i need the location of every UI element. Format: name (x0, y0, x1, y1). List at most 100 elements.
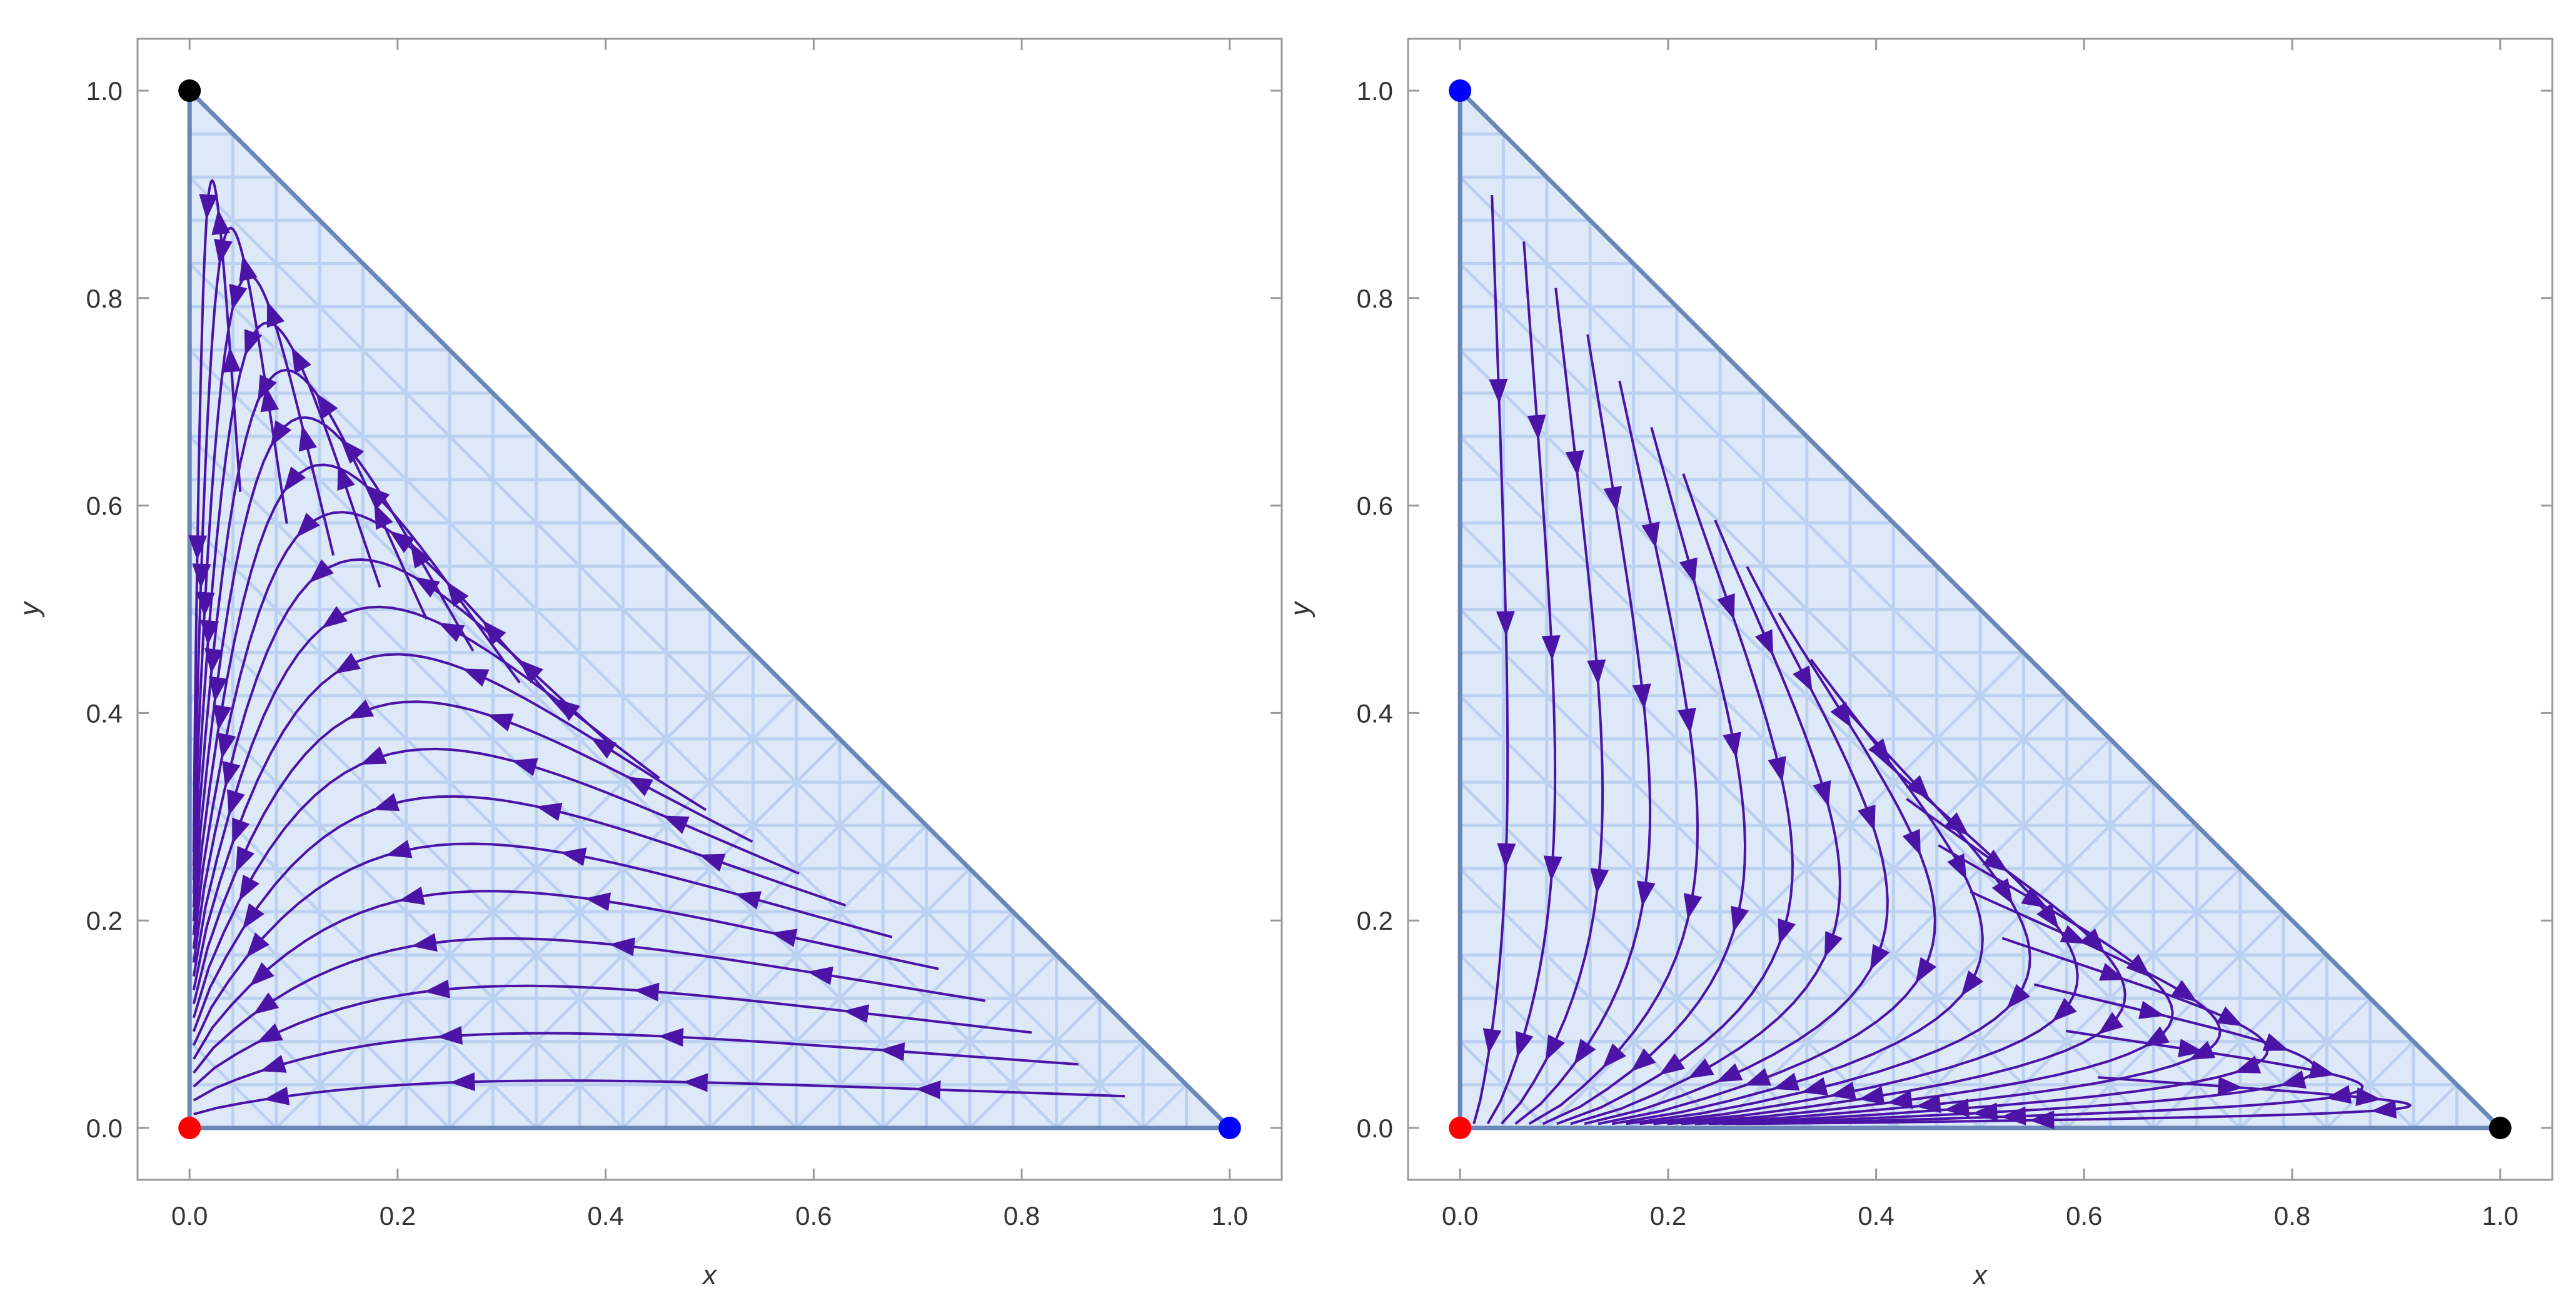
right-plot-stream-arrow (1587, 659, 1606, 685)
right-plot-y-axis-label: y (1285, 600, 1316, 618)
left-plot-stream-arrow (373, 793, 400, 812)
right-plot-stream-arrow (1754, 629, 1774, 657)
left-plot-stream-arrow (410, 542, 431, 569)
right-plot-stream-arrow (1641, 521, 1660, 548)
left-plot-stream-arrow (296, 513, 320, 538)
right-plot-stream-arrow (1541, 635, 1561, 661)
right-plot: 0.0 0.2 0.4 0.6 0.8 1.0 0.0 0.2 0.4 0.6 0.8 1.0 x y (1285, 38, 2553, 1290)
left-plot-stream-arrow (360, 746, 387, 765)
right-plot-stream-arrow (1497, 843, 1516, 868)
right-plot-streamline (1542, 426, 1747, 1125)
left-plot-stream-arrow (283, 466, 306, 492)
left-plot-stream-arrow (511, 758, 538, 777)
right-plot-red-point (1449, 1117, 1472, 1140)
right-plot-frame (1407, 38, 2553, 1181)
left-plot-stream-arrow (411, 933, 438, 952)
right-plot-stream-arrow (2099, 963, 2126, 981)
right-plot-stream-arrow (2308, 1060, 2335, 1079)
right-plot-streamline (1653, 797, 2126, 1125)
left-plot-stream-arrow (232, 817, 250, 845)
left-plot-stream-arrow (658, 1028, 684, 1047)
left-plot-x-tick-label: 0.0 (171, 1201, 208, 1230)
right-plot-stream-arrow (2060, 925, 2087, 944)
left-plot-streamline (192, 795, 847, 1032)
right-plot-stream-arrow (1482, 1028, 1502, 1054)
right-plot-stream-arrow (2178, 1039, 2205, 1058)
left-plot-stream-arrow (915, 1080, 941, 1099)
right-plot-streamline (1528, 380, 1699, 1125)
left-plot-y-axis-label: y (14, 600, 45, 618)
left-plot-stream-arrow (446, 581, 469, 607)
left-plot-stream-arrow (222, 760, 241, 788)
left-plot-streamline (193, 890, 939, 1060)
right-plot-streamlines (1472, 195, 2412, 1130)
right-plot-stream-arrow (1659, 1053, 1686, 1075)
left-plot-stream-arrow (239, 874, 259, 901)
right-plot-stream-arrow (1858, 1086, 1885, 1105)
left-plot-y-tick-label: 0.4 (86, 698, 123, 728)
left-plot-streamline (192, 274, 335, 880)
right-plot-stream-arrow (1731, 905, 1749, 933)
left-plot-x-tick-label: 0.2 (380, 1201, 416, 1230)
left-plot-stream-arrow (249, 962, 274, 987)
left-plot-stream-arrow (386, 840, 413, 858)
right-plot-stream-arrow (1744, 1068, 1771, 1086)
left-plot-x-axis-label: x (702, 1260, 718, 1290)
left-plot-region-boundary (187, 85, 1235, 1130)
left-plot-streamline (192, 842, 893, 1046)
right-plot-stream-arrow (1813, 780, 1831, 807)
right-plot-stream-arrow (1902, 828, 1921, 856)
right-plot-streamline (1597, 612, 1936, 1125)
left-plot-stream-arrow (222, 346, 241, 373)
right-plot-stream-arrow (1829, 1082, 1856, 1100)
left-plot-stream-arrow (807, 966, 833, 985)
left-plot-red-point (178, 1117, 201, 1140)
left-plot-streamline (192, 178, 242, 853)
right-plot-stream-arrow (1915, 957, 1937, 984)
left-plot-stream-arrow (253, 992, 279, 1015)
left-plot-streamlines (188, 178, 1125, 1115)
left-plot-stream-arrow (337, 464, 355, 491)
right-plot-stream-arrow (1868, 738, 1891, 764)
left-plot-stream-arrow (256, 1023, 283, 1043)
left-plot-streamline (193, 984, 1032, 1088)
left-plot-stream-arrow (270, 420, 292, 447)
left-plot-stream-arrow (698, 853, 726, 872)
left-plot-x-tick-label: 0.6 (795, 1201, 832, 1230)
right-plot-stream-arrow (1688, 1058, 1714, 1079)
right-plot-region (1457, 85, 2506, 1130)
left-plot-stream-arrow (246, 932, 269, 958)
right-plot-stream-arrow (2217, 1077, 2243, 1095)
right-plot-stream-arrow (2355, 1087, 2382, 1106)
left-plot-stream-arrow (555, 698, 580, 722)
left-plot-streamline (192, 558, 614, 963)
right-plot-stream-arrow (1603, 486, 1623, 512)
left-plot-stream-arrow (235, 845, 254, 873)
left-plot-stream-arrow (398, 887, 425, 905)
right-plot-streamline (1736, 1076, 2412, 1125)
right-plot-y-tick-label: 0.8 (1357, 284, 1393, 313)
right-plot-x-tick-label: 0.4 (1858, 1201, 1894, 1230)
right-plot-y-tick-label: 0.4 (1357, 698, 1393, 728)
left-plot-stream-arrow (200, 620, 219, 646)
right-plot-stream-arrow (1982, 849, 2008, 872)
left-plot-y-tick-label: 0.0 (86, 1114, 123, 1143)
left-plot-streamline (192, 747, 800, 1019)
left-plot-stream-arrow (735, 891, 762, 910)
left-plot-streamline (192, 463, 521, 935)
left-plot-stream-arrow (879, 1042, 905, 1061)
left-plot-stream-arrow (199, 194, 218, 220)
left-plot-stream-arrow (266, 301, 285, 328)
left-plot-blue-point (1218, 1117, 1241, 1140)
left-plot-stream-arrow (298, 425, 317, 452)
left-plot-stream-arrow (771, 928, 798, 947)
left-plot-stream-arrow (585, 892, 611, 912)
right-plot-stream-arrow (1768, 756, 1786, 783)
left-plot-stream-arrow (424, 979, 450, 999)
left-plot-stream-arrow (260, 386, 279, 413)
right-plot-stream-arrow (1915, 1094, 1941, 1114)
right-plot-stream-arrow (1515, 1030, 1534, 1058)
right-plot-stream-arrow (1778, 918, 1796, 945)
right-plot-stream-arrow (2216, 1006, 2243, 1027)
left-plot-stream-arrow (239, 255, 258, 282)
